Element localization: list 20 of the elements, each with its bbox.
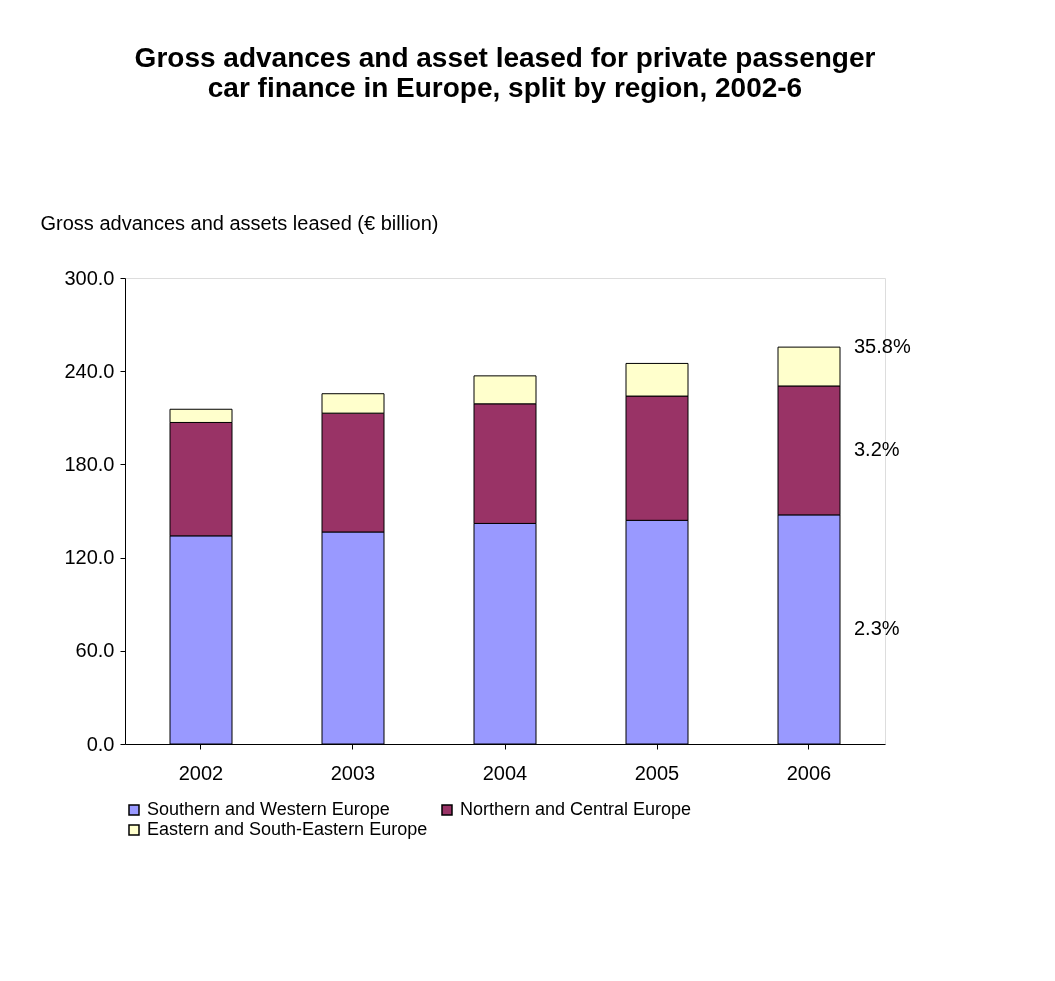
x-tick-label: 2006: [786, 761, 832, 784]
y-tick-label: 60.0: [75, 639, 115, 662]
annotation: 3.2%: [854, 438, 900, 461]
x-tick-label: 2002: [178, 761, 224, 784]
x-tick-label: 2005: [634, 761, 680, 784]
legend-label: Southern and Western Europe: [147, 799, 390, 819]
text: Gross advances and asset leased for private passenger: [134, 42, 876, 73]
y-tick-label: 300.0: [64, 266, 115, 289]
y-tick-label: 180.0: [64, 452, 115, 475]
x-tick-label: 2004: [482, 761, 528, 784]
legend-label: Eastern and South-Eastern Europe: [147, 819, 428, 839]
y-axis-title: Gross advances and assets leased (€ billion): [40, 211, 439, 234]
annotation: 2.3%: [854, 617, 900, 640]
y-tick-label: 0.0: [86, 732, 115, 755]
y-tick-label: 240.0: [64, 359, 115, 382]
annotation: 35.8%: [854, 335, 911, 358]
y-tick-label: 120.0: [64, 546, 115, 569]
text: car finance in Europe, split by region, 2002-6: [207, 72, 803, 103]
x-tick-label: 2003: [330, 761, 376, 784]
legend-label: Northern and Central Europe: [460, 799, 692, 819]
